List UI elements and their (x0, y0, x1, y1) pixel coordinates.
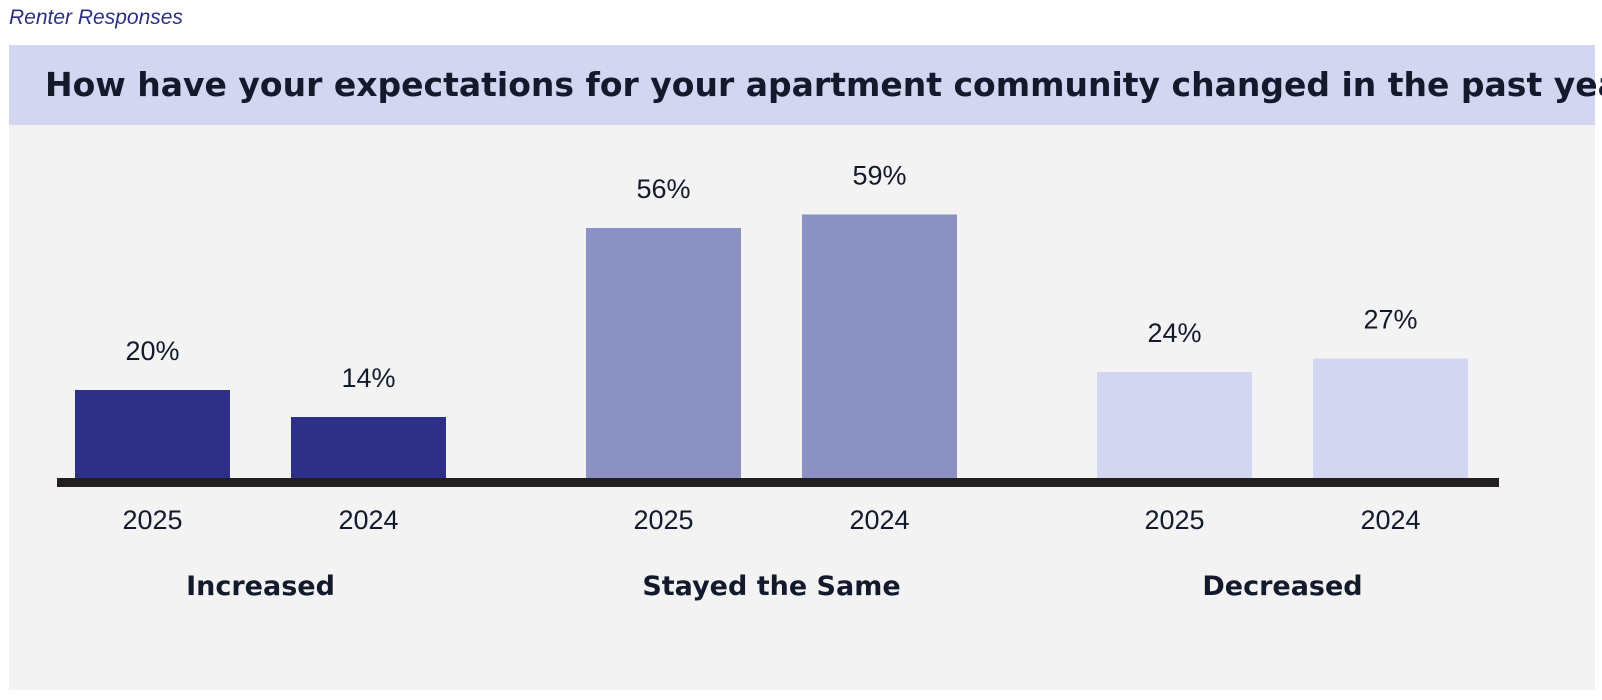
tick-label-decreased-2025: 2025 (1144, 505, 1204, 535)
value-label-decreased-2025: 24% (1147, 318, 1201, 348)
value-label-increased-2024: 14% (341, 363, 395, 393)
tick-label-increased-2025: 2025 (122, 505, 182, 535)
group-label-decreased: Decreased (1202, 571, 1362, 602)
value-label-stayed-the-same-2025: 56% (636, 174, 690, 204)
bar-stayed-the-same-2025 (586, 228, 741, 480)
tick-label-decreased-2024: 2024 (1360, 505, 1420, 535)
chart-area: 20% 2025 14% 2024 Increased 56% 2025 59% 2024 Sta… (9, 125, 1595, 690)
bar-decreased-2025 (1097, 372, 1252, 480)
group-label-stayed-the-same: Stayed the Same (642, 571, 900, 602)
tick-label-stayed-the-same-2025: 2025 (633, 505, 693, 535)
tick-label-increased-2024: 2024 (338, 505, 398, 535)
value-label-stayed-the-same-2024: 59% (852, 161, 906, 191)
x-axis-baseline (57, 478, 1499, 487)
bar-chart: 20% 2025 14% 2024 Increased 56% 2025 59% 2024 Sta… (57, 161, 1499, 602)
bar-decreased-2024 (1313, 358, 1468, 480)
bar-increased-2025 (75, 390, 230, 480)
value-label-decreased-2024: 27% (1363, 305, 1417, 335)
chart-title: How have your expectations for your apar… (45, 65, 1602, 104)
bar-stayed-the-same-2024 (802, 214, 957, 480)
tick-label-stayed-the-same-2024: 2024 (849, 505, 909, 535)
bar-increased-2024 (291, 417, 446, 480)
section-eyebrow: Renter Responses (9, 6, 183, 29)
title-band: How have your expectations for your apar… (9, 45, 1602, 125)
group-label-increased: Increased (186, 571, 335, 602)
value-label-increased-2025: 20% (125, 336, 179, 366)
